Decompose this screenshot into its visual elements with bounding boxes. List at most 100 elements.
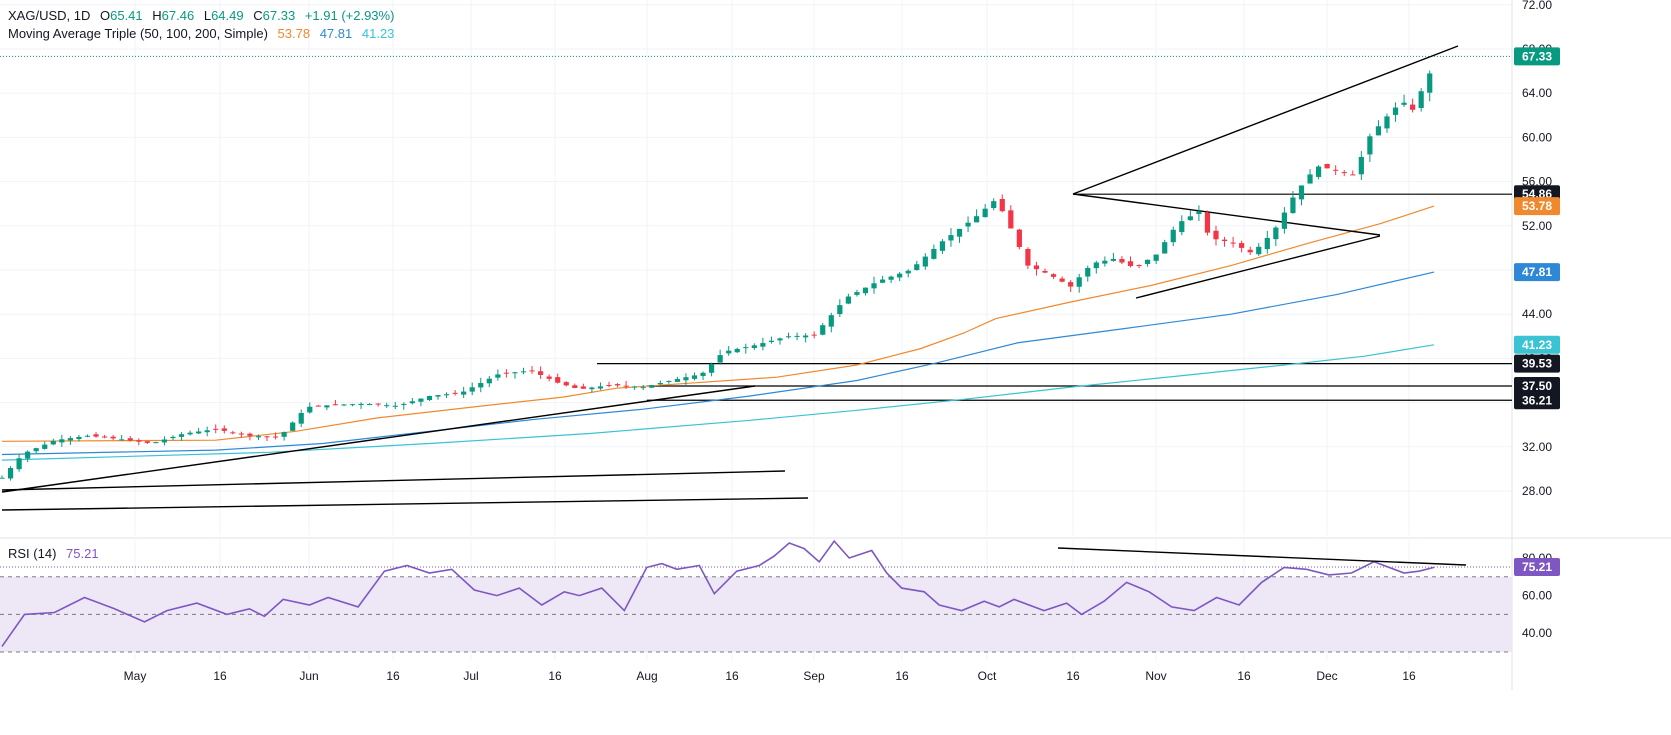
candle — [580, 386, 586, 389]
candle — [1170, 229, 1176, 243]
price-badge — [1514, 263, 1560, 282]
candle — [982, 208, 988, 218]
candle — [324, 405, 330, 408]
ma100-line — [1, 271, 1435, 456]
candle — [187, 432, 193, 435]
candle — [50, 441, 56, 445]
candle — [999, 198, 1005, 212]
rising-support-line — [1, 385, 756, 493]
candle — [478, 382, 484, 388]
candle — [683, 377, 689, 381]
time-tick-label: Oct — [978, 669, 997, 683]
candle — [358, 403, 364, 406]
candle — [272, 436, 279, 438]
rsi-legend[interactable]: RSI (14) 75.21 — [8, 546, 99, 561]
candle — [785, 336, 792, 338]
moving-averages — [1, 205, 1435, 461]
candle — [956, 228, 963, 237]
candle — [597, 386, 604, 389]
candle — [939, 241, 946, 251]
low-label: L — [203, 8, 212, 23]
candle — [1333, 169, 1339, 171]
rsi-line — [1, 539, 1435, 647]
price-tick-label: 44.00 — [1522, 307, 1552, 321]
candle — [307, 406, 313, 413]
candle — [623, 385, 629, 387]
candle — [341, 404, 347, 406]
candle — [828, 315, 834, 327]
time-tick-label: 16 — [213, 669, 227, 683]
candle — [1162, 242, 1168, 254]
candle — [897, 273, 903, 278]
candle — [264, 436, 270, 438]
time-axis: May 16 Jun 16 Jul 16 Aug 16 Sep 16 Oct 16 Nov 16 Dec 16 — [124, 669, 1416, 683]
candle — [42, 444, 48, 449]
candle — [726, 350, 732, 354]
candle — [1204, 212, 1211, 233]
candle — [854, 292, 860, 295]
candle — [1119, 258, 1125, 263]
rsi-divergence-line — [1057, 547, 1467, 566]
candle — [332, 404, 339, 406]
time-tick-label: Dec — [1316, 669, 1337, 683]
rsi-value: 75.21 — [66, 546, 99, 561]
candle — [914, 264, 920, 271]
candle — [101, 436, 108, 438]
candle — [0, 477, 5, 479]
symbol-legend[interactable]: XAG/USD, 1D O65.41 H67.46 L64.49 C67.33 … — [8, 8, 394, 23]
rsi-title: RSI (14) — [8, 546, 57, 561]
candle — [614, 384, 621, 386]
candle — [1085, 268, 1091, 277]
price-tick-label: 72.00 — [1522, 0, 1552, 12]
candle — [392, 405, 398, 407]
candle — [837, 305, 843, 315]
ma50-value: 53.78 — [277, 26, 311, 41]
candle — [1050, 274, 1057, 277]
candle — [469, 387, 475, 392]
candle — [1247, 249, 1253, 253]
ma-title: Moving Average Triple (50, 100, 200, Sim… — [8, 26, 268, 41]
price-badge-label: 36.21 — [1522, 393, 1552, 407]
candle — [777, 338, 783, 341]
time-tick-label: Jul — [463, 669, 478, 683]
price-tick-label: 56.00 — [1522, 175, 1552, 189]
candle — [1392, 107, 1399, 115]
change-value: +1.91 (+2.93%) — [304, 8, 395, 23]
candle — [170, 436, 176, 439]
candle — [503, 372, 510, 374]
candle — [811, 334, 817, 336]
candle — [1033, 265, 1040, 270]
candle — [734, 348, 740, 353]
candle — [879, 279, 886, 283]
candle — [922, 256, 928, 267]
price-badge — [1514, 335, 1560, 354]
candle — [1367, 136, 1373, 155]
candle — [67, 438, 73, 441]
candle — [905, 270, 911, 274]
candle — [1324, 163, 1330, 169]
candle — [589, 387, 595, 390]
ma-legend[interactable]: Moving Average Triple (50, 100, 200, Sim… — [8, 26, 394, 41]
price-badge — [1514, 391, 1560, 410]
candle — [1418, 91, 1424, 109]
price-badge-label: 37.50 — [1522, 379, 1552, 393]
candle — [161, 439, 168, 443]
candle — [871, 283, 877, 289]
price-badge — [1514, 47, 1560, 66]
candle — [281, 432, 287, 437]
candle — [974, 216, 980, 223]
candle — [315, 405, 321, 407]
candle — [1076, 277, 1082, 287]
candle — [520, 371, 527, 373]
time-tick-label: 16 — [1402, 669, 1416, 683]
candle — [888, 276, 894, 280]
candle — [657, 383, 663, 385]
candle — [384, 405, 390, 407]
ma200-value: 41.23 — [361, 26, 395, 41]
candle — [862, 287, 869, 294]
candle — [1187, 216, 1193, 221]
low-value: 64.49 — [211, 8, 244, 23]
long-trendline-b — [1, 497, 809, 511]
candle — [700, 372, 706, 376]
